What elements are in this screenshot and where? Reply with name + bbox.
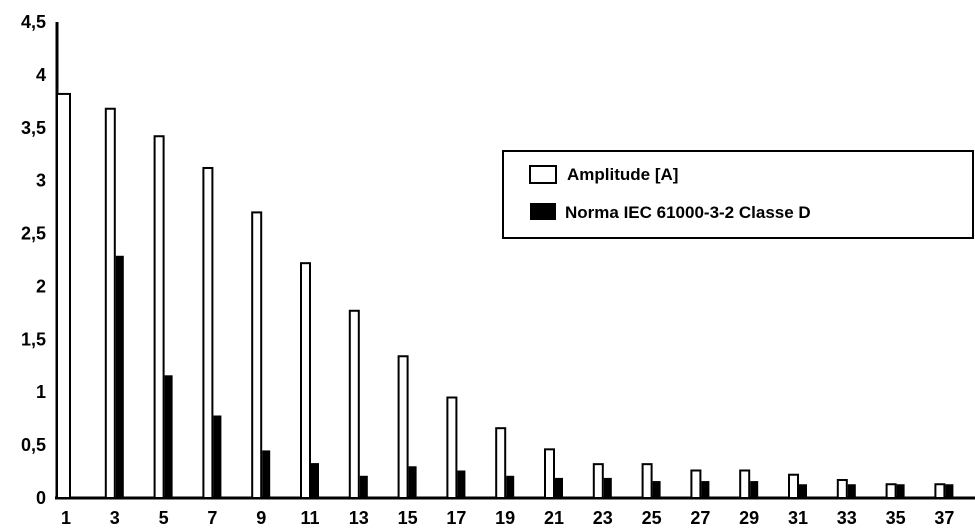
bar-norma <box>311 463 319 498</box>
y-tick-label: 0 <box>36 488 46 508</box>
x-tick-label: 27 <box>690 508 710 528</box>
bar-amplitude <box>594 464 603 498</box>
x-tick-label: 9 <box>256 508 266 528</box>
y-tick-labels: 0 0,5 1 1,5 2 2,5 3 3,5 4 4,5 <box>21 12 46 508</box>
x-tick-label: 19 <box>495 508 515 528</box>
y-tick-label: 3 <box>36 171 46 191</box>
bar-norma <box>897 484 905 498</box>
x-tick-label: 35 <box>886 508 906 528</box>
bar-amplitude <box>57 94 70 498</box>
bar-amplitude <box>155 136 164 498</box>
bar-norma <box>457 470 465 498</box>
bar-norma <box>262 450 270 498</box>
bar-norma <box>799 484 807 498</box>
bar-amplitude <box>887 484 896 498</box>
bar-amplitude <box>740 470 749 498</box>
bar-amplitude <box>935 484 944 498</box>
x-tick-label: 21 <box>544 508 564 528</box>
x-tick-label: 17 <box>446 508 466 528</box>
axes <box>55 22 975 499</box>
bar-norma <box>116 256 124 498</box>
legend-swatch-amplitude <box>530 166 556 183</box>
x-tick-label: 15 <box>398 508 418 528</box>
bar-norma <box>165 375 173 498</box>
bar-norma <box>750 481 758 498</box>
x-tick-label: 5 <box>159 508 169 528</box>
y-tick-label: 4,5 <box>21 12 46 32</box>
x-tick-label: 37 <box>934 508 954 528</box>
legend-label-amplitude: Amplitude [A] <box>567 165 678 184</box>
bar-norma <box>848 484 856 498</box>
y-tick-label: 2,5 <box>21 224 46 244</box>
x-tick-label: 7 <box>207 508 217 528</box>
x-tick-label: 11 <box>300 508 319 528</box>
bar-amplitude <box>496 428 505 498</box>
legend-swatch-norma <box>530 203 556 220</box>
legend: Amplitude [A] Norma IEC 61000-3-2 Classe… <box>503 151 973 238</box>
x-tick-label: 29 <box>739 508 759 528</box>
x-tick-label: 23 <box>593 508 613 528</box>
x-tick-labels: 1 3 5 7 9 11 13 15 17 19 21 23 25 27 29 31 33 35 37 <box>61 508 954 528</box>
x-tick-label: 3 <box>110 508 120 528</box>
y-tick-label: 1,5 <box>21 329 46 349</box>
x-tick-label: 31 <box>788 508 808 528</box>
bar-norma <box>945 484 953 498</box>
y-tick-label: 4 <box>36 65 46 85</box>
bar-amplitude <box>789 475 798 498</box>
y-tick-label: 2 <box>36 276 46 296</box>
bar-norma <box>604 478 612 498</box>
x-tick-label: 25 <box>642 508 662 528</box>
bar-norma <box>506 476 514 498</box>
bar-amplitude <box>447 398 456 498</box>
legend-label-norma: Norma IEC 61000-3-2 Classe D <box>565 203 811 222</box>
y-tick-label: 3,5 <box>21 118 46 138</box>
x-tick-label: 33 <box>837 508 857 528</box>
y-tick-label: 0,5 <box>21 435 46 455</box>
bar-norma <box>360 476 368 498</box>
bar-amplitude <box>350 311 359 498</box>
x-tick-label: 1 <box>61 508 71 528</box>
bar-amplitude <box>203 168 212 498</box>
bar-amplitude <box>838 480 847 498</box>
bar-norma <box>653 481 661 498</box>
bar-amplitude <box>643 464 652 498</box>
bar-amplitude <box>691 470 700 498</box>
bar-amplitude <box>545 449 554 498</box>
bar-amplitude <box>399 356 408 498</box>
bar-amplitude <box>106 109 115 498</box>
bar-norma <box>213 415 221 498</box>
bar-amplitude <box>301 263 310 498</box>
bar-amplitude <box>252 212 261 498</box>
bar-norma <box>409 466 417 498</box>
x-tick-label: 13 <box>349 508 369 528</box>
y-tick-label: 1 <box>36 382 46 402</box>
bar-norma <box>555 478 563 498</box>
bar-norma <box>701 481 709 498</box>
